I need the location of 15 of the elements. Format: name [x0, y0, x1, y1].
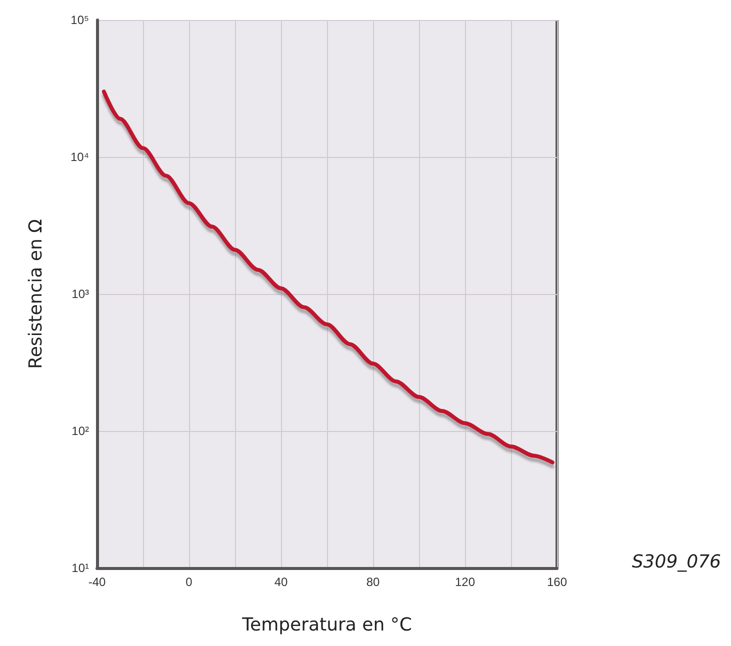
x-tick-label: 0 — [186, 575, 193, 589]
line-series — [102, 90, 554, 464]
y-tick-label: 10¹ — [72, 561, 90, 575]
x-tick-label: 80 — [366, 575, 380, 589]
x-tick-label: 40 — [274, 575, 288, 589]
x-tick-label: -40 — [88, 575, 106, 589]
text: S309_076 — [632, 552, 721, 572]
x-tick-label: 120 — [454, 575, 476, 589]
y-tick-label: 10⁴ — [70, 150, 89, 164]
y-tick-label: 10⁵ — [70, 13, 90, 27]
y-axis-title: Resistencia en Ω — [26, 218, 46, 369]
y-tick-label: 10² — [72, 424, 90, 438]
x-tick-label: 160 — [546, 575, 568, 589]
x-axis-title: Temperatura en °C — [241, 614, 412, 636]
y-tick-label: 10³ — [72, 287, 90, 301]
